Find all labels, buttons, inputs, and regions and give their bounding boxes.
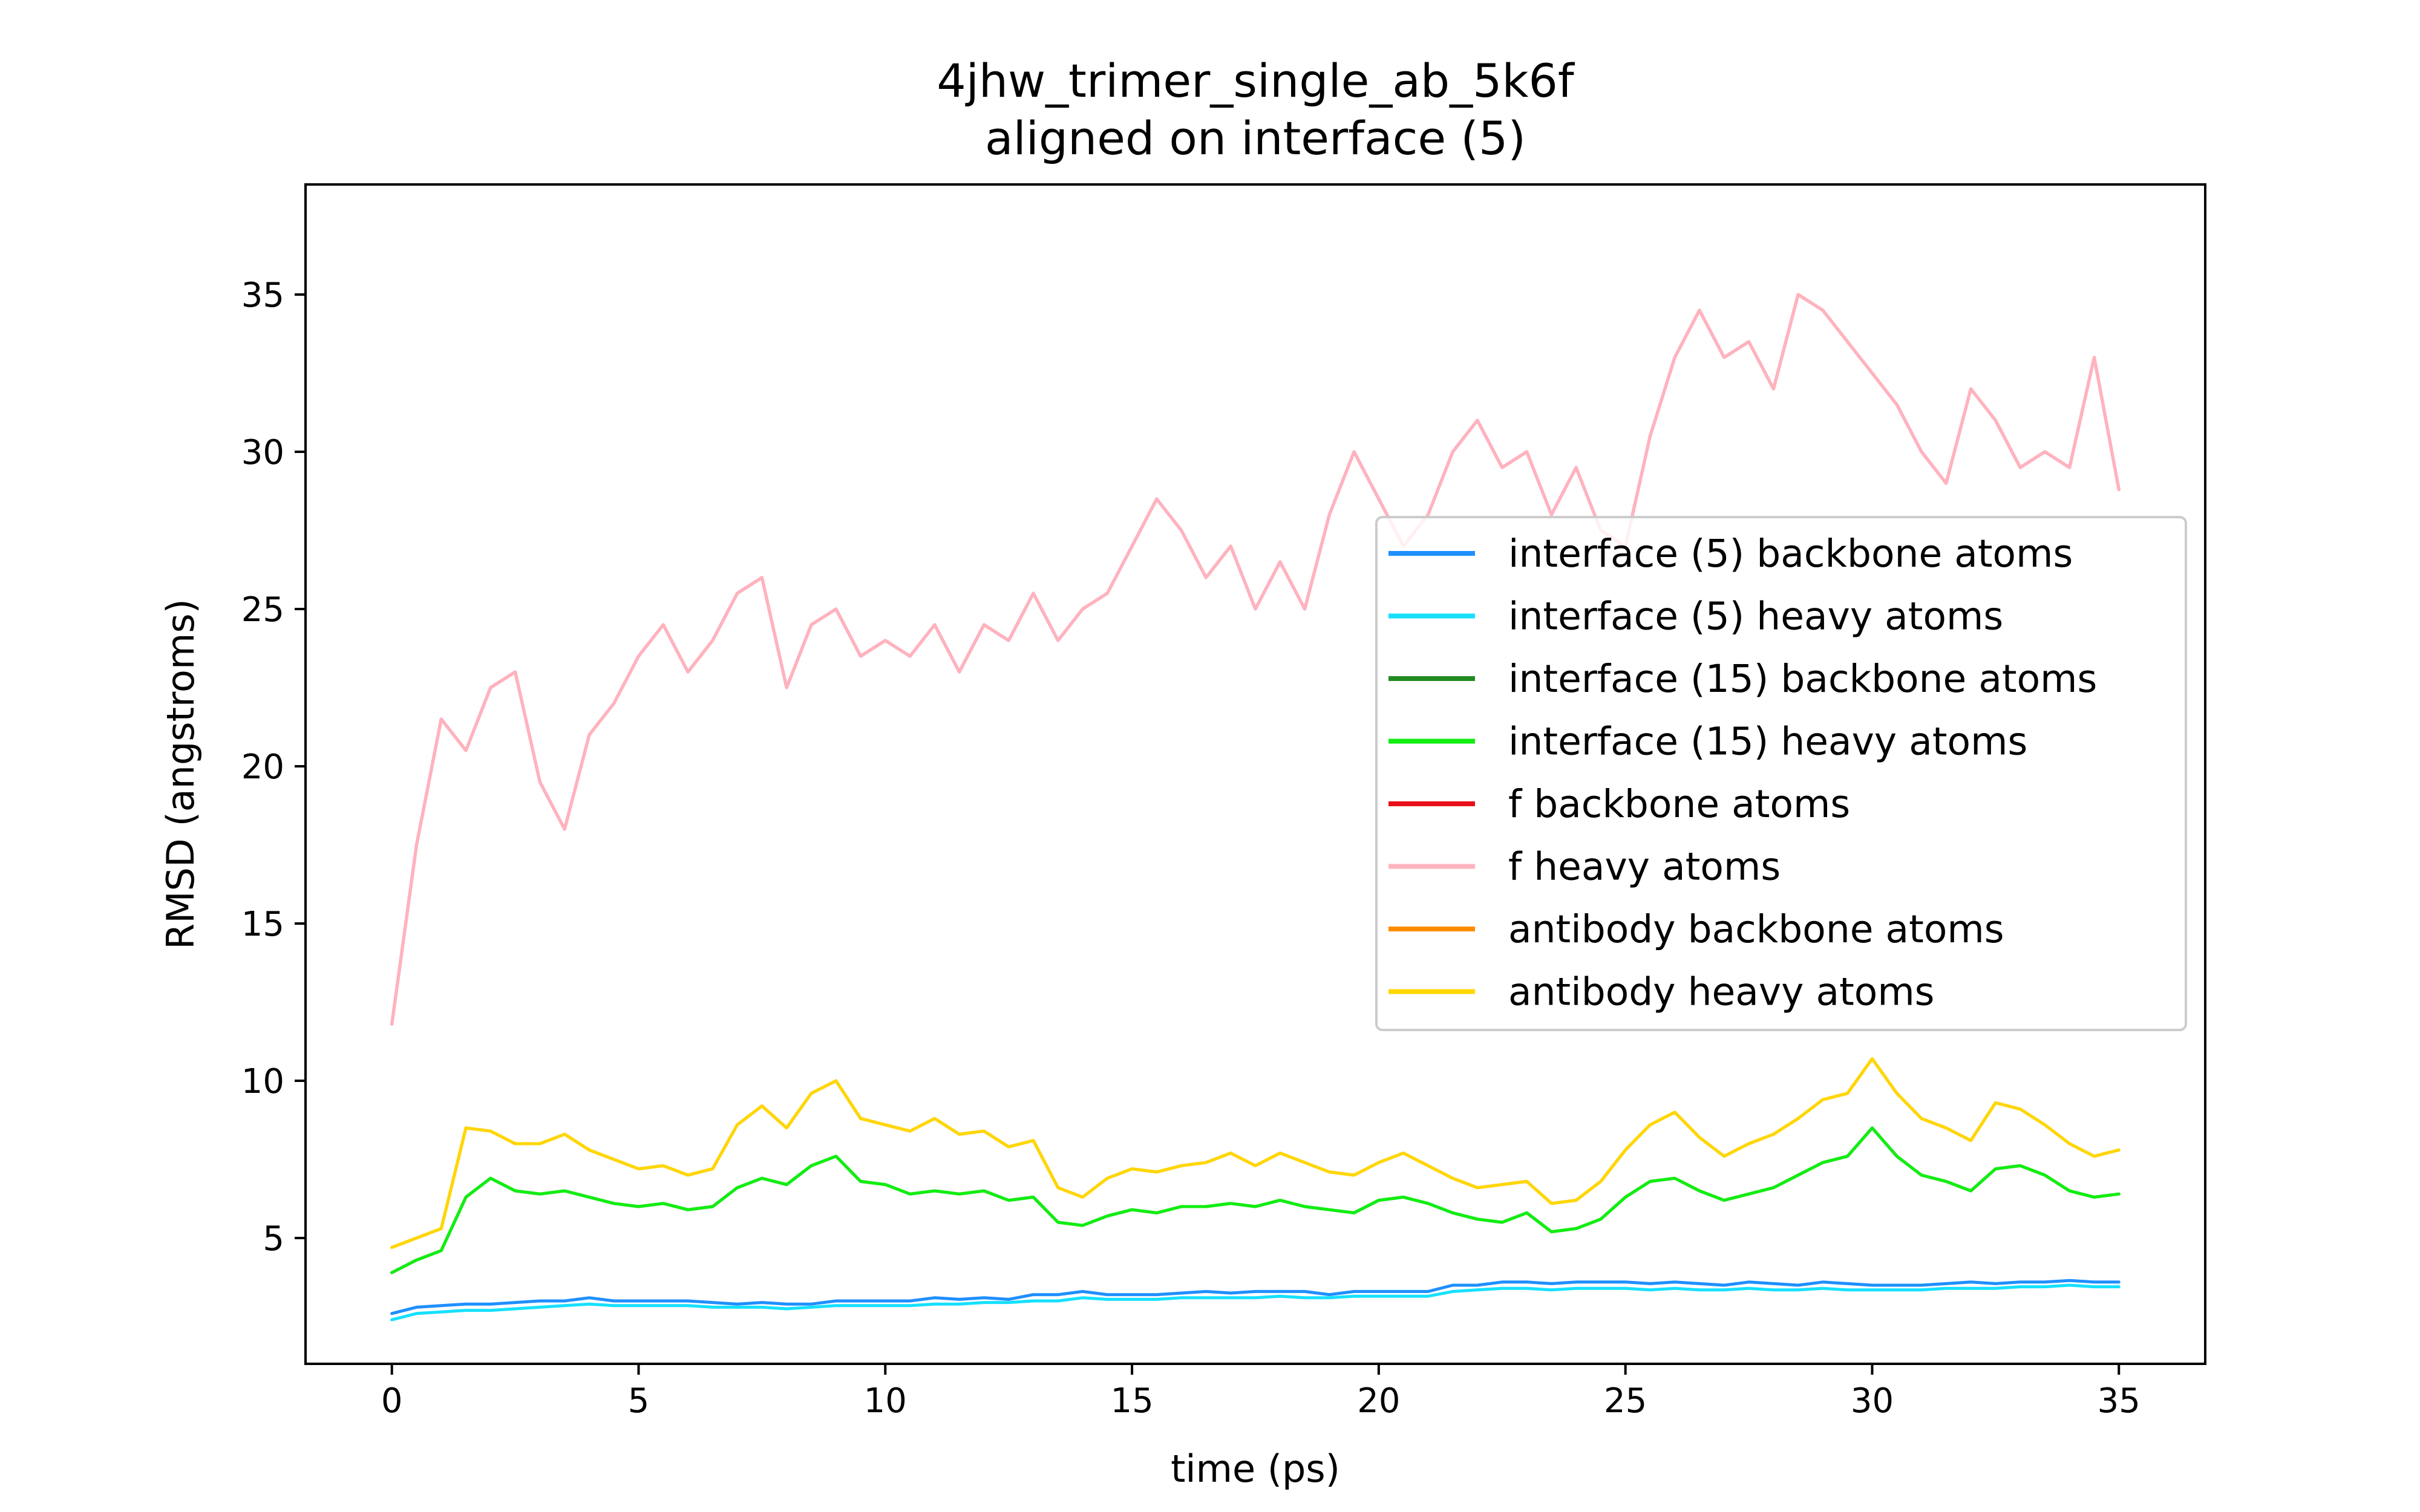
x-tick-label: 5 <box>628 1381 650 1421</box>
x-tick-label: 25 <box>1604 1381 1647 1421</box>
y-tick-label: 10 <box>241 1062 284 1101</box>
plot-frame <box>304 183 2206 1365</box>
chart-subtitle: aligned on interface (5) <box>985 111 1526 165</box>
legend-label: interface (15) heavy atoms <box>1508 720 2027 764</box>
x-tick-label: 30 <box>1851 1381 1894 1421</box>
y-tick-label: 20 <box>241 748 284 787</box>
y-axis-label: RMSD (angstroms) <box>159 599 203 950</box>
series-line-interface-5-heavy-atoms <box>390 1283 2121 1321</box>
series-line-interface-15-heavy-atoms <box>390 1126 2121 1274</box>
x-tick-label: 10 <box>864 1381 907 1421</box>
chart-title: 4jhw_trimer_single_ab_5k6f <box>937 54 1575 108</box>
series-layer <box>390 293 2121 1321</box>
legend: interface (5) backbone atoms interface (5… <box>1375 516 2187 1031</box>
y-axis-ticks: 5 10 15 20 25 30 35 <box>241 276 306 1259</box>
series-line-antibody-heavy-atoms <box>390 1057 2121 1250</box>
x-axis-label: time (ps) <box>1171 1447 1340 1491</box>
legend-label: interface (5) backbone atoms <box>1508 532 2073 576</box>
y-tick-label: 30 <box>241 433 284 472</box>
legend-label: antibody heavy atoms <box>1508 970 1935 1014</box>
legend-items: interface (5) backbone atoms interface (5… <box>1388 532 2097 1014</box>
series-line-f-heavy-atoms <box>390 293 2121 1026</box>
series-line-interface-5-backbone-atoms <box>390 1279 2121 1315</box>
y-tick-label: 5 <box>263 1219 284 1259</box>
y-tick-label: 35 <box>241 276 284 315</box>
x-tick-label: 20 <box>1357 1381 1400 1421</box>
legend-label: antibody backbone atoms <box>1508 907 2004 951</box>
legend-label: f heavy atoms <box>1508 845 1781 889</box>
y-tick-label: 25 <box>241 590 284 630</box>
legend-label: interface (15) backbone atoms <box>1508 657 2097 701</box>
y-tick-label: 15 <box>241 905 284 944</box>
x-tick-label: 0 <box>381 1381 403 1421</box>
x-axis-ticks: 0 5 10 15 20 25 30 35 <box>381 1364 2140 1421</box>
legend-label: f backbone atoms <box>1508 782 1850 826</box>
x-tick-label: 15 <box>1110 1381 1153 1421</box>
legend-box <box>1375 516 2187 1031</box>
legend-label: interface (5) heavy atoms <box>1508 595 2003 639</box>
x-tick-label: 35 <box>2098 1381 2140 1421</box>
